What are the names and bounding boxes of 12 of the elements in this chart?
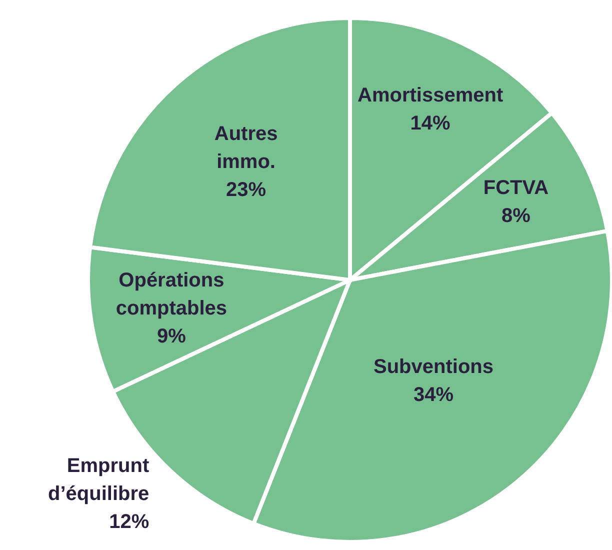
data-label: 14%: [410, 112, 451, 134]
slice-label: Opérations comptables: [116, 269, 228, 320]
slice-label: Emprunt d’équilibre: [48, 454, 150, 505]
data-label: 8%: [501, 204, 531, 227]
slice-label: Subventions: [373, 356, 494, 378]
slice-label: Autres immo.: [214, 123, 278, 174]
data-label: 23%: [226, 179, 266, 202]
data-label: 34%: [413, 384, 454, 406]
data-label: 9%: [156, 325, 186, 348]
slice-label: FCTVA: [483, 176, 549, 199]
data-label: 12%: [109, 510, 150, 533]
slice-label: Amortissement: [358, 84, 504, 106]
